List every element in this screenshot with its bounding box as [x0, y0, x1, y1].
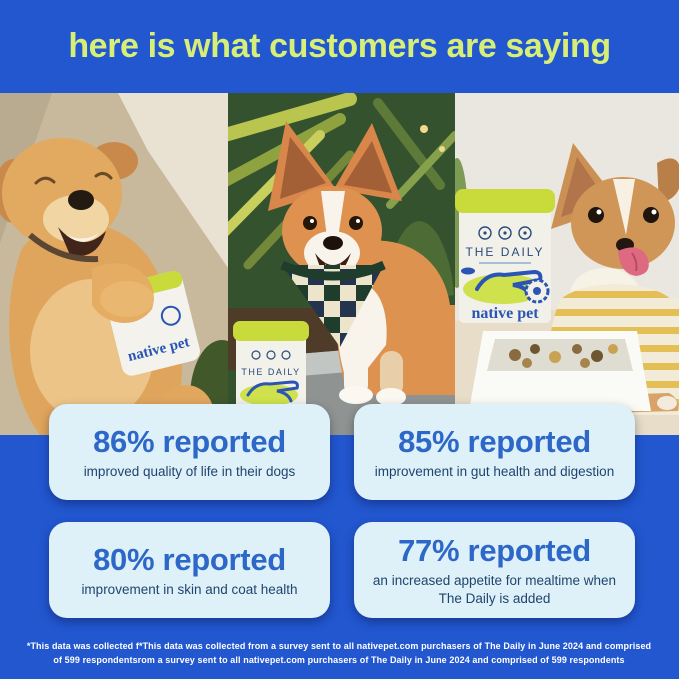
stat-description: improvement in gut health and digestion: [374, 463, 615, 479]
footnote-line-1: *This data was collected f*This data was…: [26, 641, 652, 651]
photo-strip: native pet: [0, 92, 679, 456]
corgi-illustration: THE DAILY native pet: [211, 92, 459, 435]
stat-value: 80% reported: [93, 541, 286, 577]
the-daily-tin: THE DAILY native pet: [455, 189, 555, 323]
header: here is what customers are saying: [0, 0, 679, 93]
tin-brand-text: native pet: [471, 305, 539, 322]
stat-description: an increased appetite for mealtime when …: [372, 572, 617, 606]
stat-description: improvement in skin and coat health: [81, 581, 298, 597]
photo-corgi: THE DAILY native pet: [211, 92, 459, 435]
stat-value: 86% reported: [93, 423, 286, 459]
agave-leaves: [211, 92, 459, 270]
stat-value: 77% reported: [398, 532, 591, 568]
stat-description: improved quality of life in their dogs: [83, 463, 296, 479]
photo-golden-retriever: native pet: [0, 93, 254, 456]
photo-chihuahua: THE DAILY native pet: [446, 93, 679, 435]
stat-card-appetite: 77% reported an increased appetite for m…: [354, 522, 635, 618]
golden-retriever-illustration: native pet: [0, 93, 254, 456]
footnote-line-2: of 599 respondentsrom a survey sent to a…: [53, 655, 625, 665]
page-title: here is what customers are saying: [68, 27, 611, 65]
stat-card-quality-of-life: 86% reported improved quality of life in…: [49, 404, 330, 500]
food-bowl: [469, 331, 651, 411]
tin-product-name: THE DAILY: [465, 245, 544, 259]
chihuahua-illustration: THE DAILY native pet: [446, 93, 679, 435]
stat-value: 85% reported: [398, 423, 591, 459]
footnote: *This data was collected f*This data was…: [19, 639, 659, 667]
tin-product-name: THE DAILY: [241, 367, 300, 377]
stat-card-gut-health: 85% reported improvement in gut health a…: [354, 404, 635, 500]
stat-card-skin-and-coat: 80% reported improvement in skin and coa…: [49, 522, 330, 618]
